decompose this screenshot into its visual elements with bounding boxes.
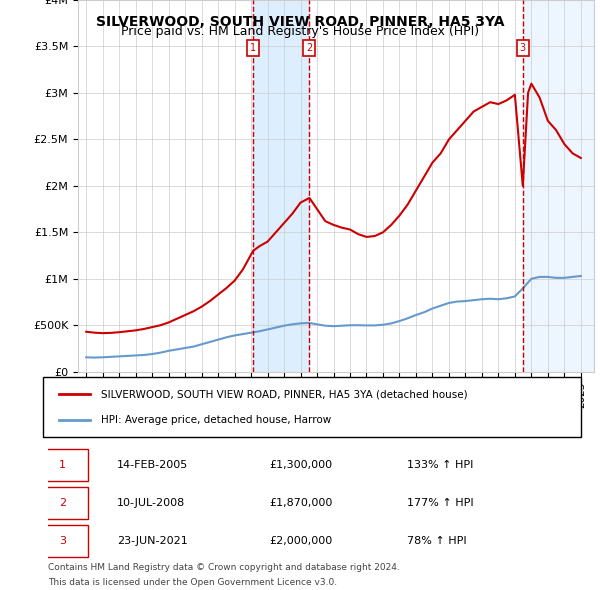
Bar <box>523 0 594 372</box>
Text: Contains HM Land Registry data © Crown copyright and database right 2024.: Contains HM Land Registry data © Crown c… <box>48 563 400 572</box>
Text: 3: 3 <box>520 43 526 53</box>
FancyBboxPatch shape <box>37 448 88 481</box>
Text: SILVERWOOD, SOUTH VIEW ROAD, PINNER, HA5 3YA (detached house): SILVERWOOD, SOUTH VIEW ROAD, PINNER, HA5… <box>101 389 467 399</box>
Text: £1,870,000: £1,870,000 <box>270 498 333 508</box>
FancyBboxPatch shape <box>37 487 88 519</box>
Text: 3: 3 <box>59 536 66 546</box>
Text: 23-JUN-2021: 23-JUN-2021 <box>116 536 187 546</box>
Text: Price paid vs. HM Land Registry's House Price Index (HPI): Price paid vs. HM Land Registry's House … <box>121 25 479 38</box>
Text: £2,000,000: £2,000,000 <box>270 536 333 546</box>
Text: This data is licensed under the Open Government Licence v3.0.: This data is licensed under the Open Gov… <box>48 578 337 587</box>
Text: HPI: Average price, detached house, Harrow: HPI: Average price, detached house, Harr… <box>101 415 331 425</box>
Text: 14-FEB-2005: 14-FEB-2005 <box>116 460 188 470</box>
Text: £1,300,000: £1,300,000 <box>270 460 333 470</box>
Text: 133% ↑ HPI: 133% ↑ HPI <box>407 460 473 470</box>
FancyBboxPatch shape <box>43 377 581 437</box>
Text: 2: 2 <box>307 43 313 53</box>
Text: 10-JUL-2008: 10-JUL-2008 <box>116 498 185 508</box>
Text: 1: 1 <box>59 460 66 470</box>
Text: 78% ↑ HPI: 78% ↑ HPI <box>407 536 467 546</box>
Bar <box>253 0 310 372</box>
FancyBboxPatch shape <box>37 525 88 558</box>
Text: 1: 1 <box>250 43 256 53</box>
Text: SILVERWOOD, SOUTH VIEW ROAD, PINNER, HA5 3YA: SILVERWOOD, SOUTH VIEW ROAD, PINNER, HA5… <box>96 15 504 29</box>
Text: 2: 2 <box>59 498 67 508</box>
Text: 177% ↑ HPI: 177% ↑ HPI <box>407 498 473 508</box>
